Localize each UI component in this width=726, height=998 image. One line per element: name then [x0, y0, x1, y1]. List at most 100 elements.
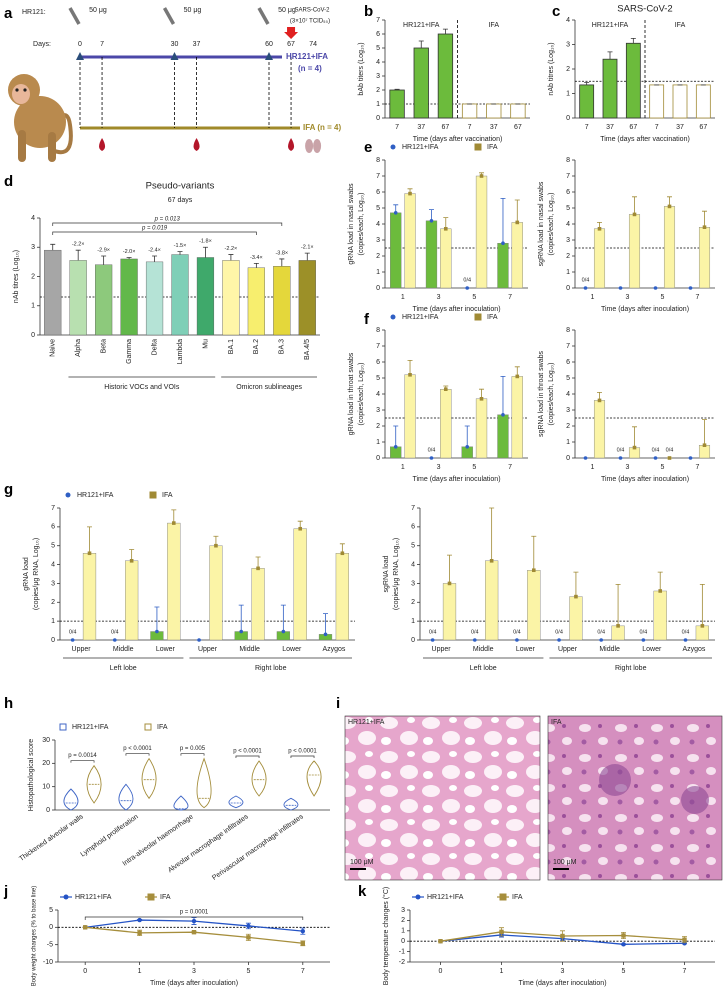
positive-count: 0/4: [597, 629, 605, 635]
bar-top-point: [447, 581, 452, 586]
positive-count: 0/4: [463, 277, 471, 283]
challenge-arrow: [284, 27, 299, 39]
bar-top-point: [683, 638, 688, 642]
p-value-label: p < 0.0001: [123, 746, 152, 752]
error-bar: [702, 419, 707, 446]
bar: [695, 84, 711, 119]
error-bar: [464, 425, 470, 447]
error-bar: [202, 246, 208, 258]
x-tick-label: Naive: [50, 339, 57, 357]
positive-count: 0/4: [617, 447, 625, 453]
y-tick-label: 8: [376, 157, 380, 164]
x-tick-label: 67: [442, 124, 450, 131]
y-tick-label: 5: [51, 543, 55, 550]
x-tick-label: 37: [606, 124, 614, 131]
y-tick-label: 5: [376, 205, 380, 212]
y-tick-label: 7: [376, 173, 380, 180]
x-tick-label: 5: [622, 968, 626, 975]
x-tick-label: 3: [437, 294, 441, 301]
chart-title: Pseudo-variants: [146, 181, 215, 192]
bar-top-point: [298, 526, 303, 531]
dose-marker: [265, 52, 273, 60]
bar: [209, 545, 223, 641]
y-tick-label: 4: [376, 391, 380, 398]
bar-top-point: [618, 286, 623, 290]
y-axis-label: (copies/μg RNA, Log₁₀): [33, 538, 40, 610]
x-tick-label: Upper: [198, 646, 218, 653]
error-bar: [101, 255, 107, 265]
y-tick-label: 0: [376, 455, 380, 462]
day-label: 60: [265, 41, 273, 48]
x-tick-label: 5: [472, 464, 476, 471]
significance-bracket: [52, 222, 283, 226]
bar: [593, 400, 606, 459]
error-bar: [531, 535, 537, 571]
legend-marker: [63, 894, 69, 900]
y-tick-label: 5: [49, 907, 53, 914]
group-label: Right lobe: [255, 665, 287, 672]
y-axis-label: (copies/each, Log₁₀): [548, 363, 555, 426]
fold-label: -2.0×: [123, 249, 136, 255]
bar: [120, 258, 138, 336]
bar-top-point: [515, 220, 520, 225]
blood-drop: [288, 138, 295, 151]
y-tick-label: 2: [566, 66, 570, 73]
y-tick-label: 2: [566, 423, 570, 430]
legend-label: HR121+IFA: [402, 144, 439, 151]
bar-top-point: [340, 551, 345, 556]
dose-label: 50 μg: [89, 7, 107, 14]
x-tick-label: Middle: [239, 646, 260, 653]
legend-marker: [147, 893, 155, 901]
fold-label: -1.8×: [199, 239, 212, 245]
bar-top-point: [70, 638, 75, 642]
syringe: [162, 7, 176, 25]
error-bar: [126, 257, 132, 259]
y-tick-label: 5: [376, 45, 380, 52]
y-tick-label: 8: [566, 327, 570, 334]
error-bar: [238, 604, 244, 632]
x-tick-label: 5: [661, 464, 665, 471]
y-tick-label: 0: [46, 807, 50, 814]
bar-top-point: [597, 398, 602, 403]
y-tick-label: -5: [47, 942, 53, 949]
bar-top-point: [688, 456, 693, 460]
y-tick-label: 5: [566, 375, 570, 382]
point: [682, 937, 687, 942]
x-tick-label: 3: [192, 968, 196, 975]
y-tick-label: 8: [566, 157, 570, 164]
bar-top-point: [465, 286, 470, 290]
legend-marker: [499, 893, 507, 901]
bar: [145, 261, 164, 336]
bar: [440, 228, 452, 289]
x-tick-label: 67: [699, 124, 707, 131]
bar: [485, 560, 499, 641]
error-bar: [702, 210, 707, 228]
panel-letter: c: [552, 3, 560, 20]
p-value-label: p = 0.019: [141, 226, 168, 232]
bar: [579, 84, 595, 119]
x-tick-label: Thickened alveolar walls: [18, 813, 85, 863]
error-bar: [607, 51, 613, 60]
bar-top-point: [583, 456, 588, 460]
error-bar: [418, 40, 424, 48]
x-tick-label: 3: [626, 464, 630, 471]
bar-top-point: [583, 286, 588, 290]
y-axis-label: Body temperature changes (°C): [382, 887, 390, 986]
y-tick-label: 1: [376, 269, 380, 276]
error-bar: [280, 604, 286, 632]
bar-top-point: [489, 559, 494, 563]
bar: [497, 414, 509, 459]
point: [246, 935, 251, 940]
y-tick-label: 5: [376, 375, 380, 382]
bar: [511, 376, 523, 459]
x-tick-label: 3: [626, 294, 630, 301]
x-tick-label: 5: [472, 294, 476, 301]
scale-label: 100 μM: [350, 859, 374, 866]
day-label: 37: [193, 41, 201, 48]
legend-label: IFA: [487, 144, 498, 151]
positive-count: 0/4: [682, 629, 690, 635]
y-tick-label: 3: [376, 407, 380, 414]
x-tick-label: 7: [696, 464, 700, 471]
y-axis-label: Histopathological score: [28, 739, 35, 811]
y-axis-label: (copies/each, Log₁₀): [548, 193, 555, 256]
